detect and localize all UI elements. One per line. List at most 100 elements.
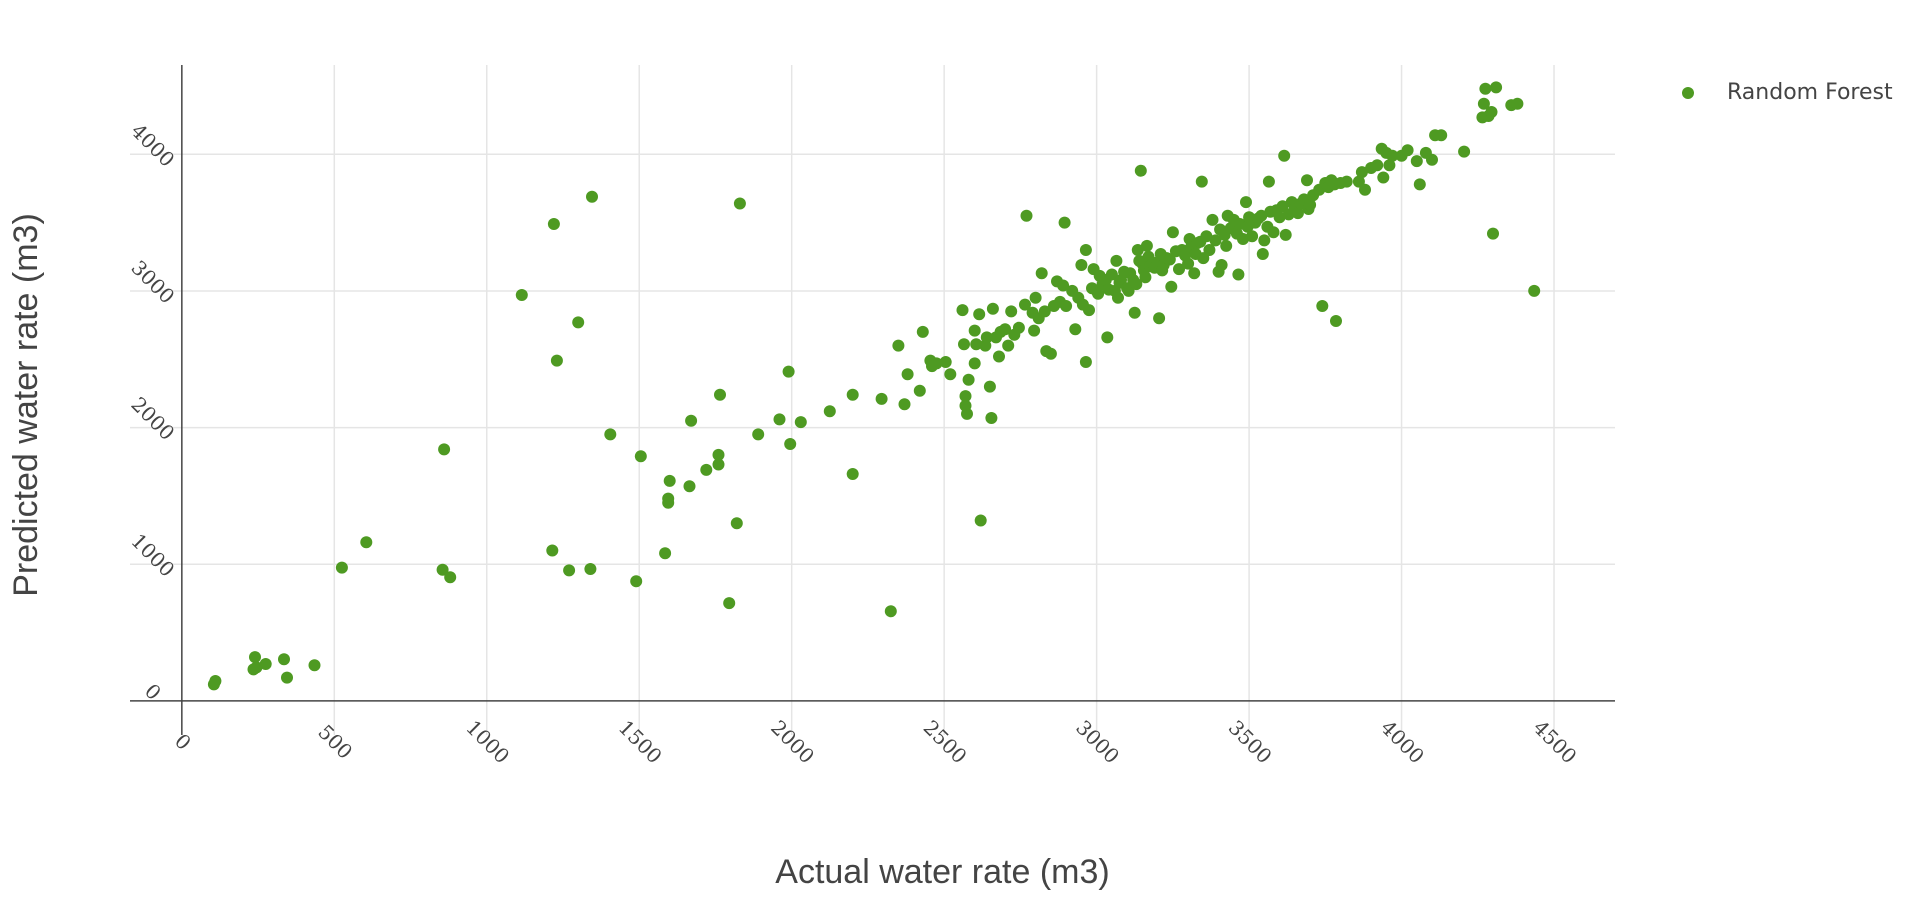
data-point[interactable] — [1304, 198, 1317, 211]
data-point[interactable] — [250, 661, 263, 674]
data-point[interactable] — [884, 605, 897, 618]
data-point[interactable] — [438, 443, 451, 456]
data-point[interactable] — [1140, 239, 1153, 252]
data-point[interactable] — [733, 197, 746, 210]
data-point[interactable] — [944, 368, 957, 381]
data-point[interactable] — [1057, 279, 1070, 292]
data-point[interactable] — [259, 658, 272, 670]
data-point[interactable] — [1355, 166, 1368, 179]
data-point[interactable] — [663, 474, 676, 487]
data-point[interactable] — [959, 390, 972, 403]
data-point[interactable] — [685, 414, 698, 427]
data-point[interactable] — [546, 544, 559, 557]
data-point[interactable] — [846, 468, 859, 480]
data-point[interactable] — [586, 190, 598, 203]
data-point[interactable] — [249, 651, 261, 664]
data-point[interactable] — [1079, 356, 1092, 368]
data-point[interactable] — [773, 413, 786, 426]
data-point[interactable] — [1426, 153, 1438, 166]
data-point[interactable] — [1166, 226, 1179, 239]
data-point[interactable] — [974, 514, 987, 527]
data-point[interactable] — [1273, 211, 1286, 224]
data-point[interactable] — [572, 316, 585, 329]
data-point[interactable] — [1206, 213, 1219, 226]
data-point[interactable] — [985, 412, 998, 424]
data-point[interactable] — [1485, 106, 1498, 118]
data-point[interactable] — [1279, 228, 1292, 241]
data-point[interactable] — [1005, 305, 1018, 318]
data-point[interactable] — [1060, 300, 1073, 312]
data-point[interactable] — [1038, 305, 1051, 318]
data-point[interactable] — [630, 575, 643, 588]
data-point[interactable] — [1511, 97, 1524, 110]
data-point[interactable] — [913, 384, 926, 397]
data-point[interactable] — [1278, 149, 1291, 162]
data-point[interactable] — [281, 671, 293, 684]
data-point[interactable] — [1340, 175, 1353, 188]
data-point[interactable] — [634, 450, 647, 463]
data-point[interactable] — [1195, 175, 1208, 188]
data-point[interactable] — [1528, 284, 1541, 297]
data-point[interactable] — [961, 407, 973, 420]
data-point[interactable] — [1029, 291, 1042, 304]
data-point[interactable] — [901, 368, 914, 381]
data-point[interactable] — [875, 392, 888, 405]
data-point[interactable] — [712, 458, 725, 471]
data-point[interactable] — [1131, 244, 1144, 256]
data-point[interactable] — [700, 463, 713, 476]
data-point[interactable] — [1359, 183, 1371, 196]
data-point[interactable] — [1276, 200, 1289, 213]
data-point[interactable] — [1044, 347, 1057, 360]
data-point[interactable] — [1237, 233, 1249, 245]
data-point[interactable] — [1069, 323, 1082, 336]
data-point[interactable] — [1240, 196, 1252, 209]
data-point[interactable] — [360, 536, 373, 549]
data-point[interactable] — [278, 653, 290, 666]
data-point[interactable] — [962, 373, 975, 386]
data-point[interactable] — [1173, 263, 1185, 276]
data-point[interactable] — [1163, 253, 1176, 266]
data-point[interactable] — [1458, 145, 1471, 158]
data-point[interactable] — [604, 428, 617, 441]
data-point[interactable] — [1012, 321, 1025, 334]
data-point[interactable] — [444, 571, 457, 584]
data-point[interactable] — [1487, 227, 1499, 240]
data-point[interactable] — [973, 308, 986, 321]
data-point[interactable] — [1122, 284, 1135, 297]
data-point[interactable] — [515, 289, 528, 301]
data-point[interactable] — [1410, 155, 1423, 168]
data-point[interactable] — [1105, 268, 1118, 281]
data-point[interactable] — [1128, 306, 1141, 319]
data-point[interactable] — [1435, 129, 1448, 142]
data-point[interactable] — [958, 338, 970, 351]
data-point[interactable] — [823, 405, 836, 418]
data-point[interactable] — [1209, 234, 1222, 247]
data-point[interactable] — [930, 357, 943, 370]
data-point[interactable] — [1058, 216, 1071, 229]
data-point[interactable] — [563, 564, 576, 577]
data-point[interactable] — [916, 325, 929, 338]
data-point[interactable] — [1490, 81, 1503, 94]
data-point[interactable] — [1203, 244, 1216, 256]
data-point[interactable] — [1020, 209, 1033, 222]
data-point[interactable] — [1371, 159, 1384, 172]
data-point[interactable] — [968, 324, 981, 337]
data-point[interactable] — [1255, 209, 1268, 222]
data-point[interactable] — [846, 388, 859, 401]
data-point[interactable] — [1262, 175, 1275, 188]
data-point[interactable] — [1083, 304, 1095, 317]
data-point[interactable] — [1413, 178, 1426, 191]
data-point[interactable] — [752, 428, 765, 441]
legend[interactable]: Random Forest — [1682, 80, 1893, 105]
data-point[interactable] — [980, 331, 993, 344]
data-point[interactable] — [659, 547, 672, 560]
data-point[interactable] — [1316, 300, 1329, 312]
data-point[interactable] — [999, 323, 1012, 336]
data-point[interactable] — [1330, 315, 1342, 327]
data-point[interactable] — [782, 365, 795, 378]
data-point[interactable] — [730, 517, 743, 530]
data-point[interactable] — [1101, 331, 1114, 344]
data-point[interactable] — [712, 448, 725, 461]
data-point[interactable] — [784, 438, 797, 450]
data-point[interactable] — [892, 339, 905, 352]
